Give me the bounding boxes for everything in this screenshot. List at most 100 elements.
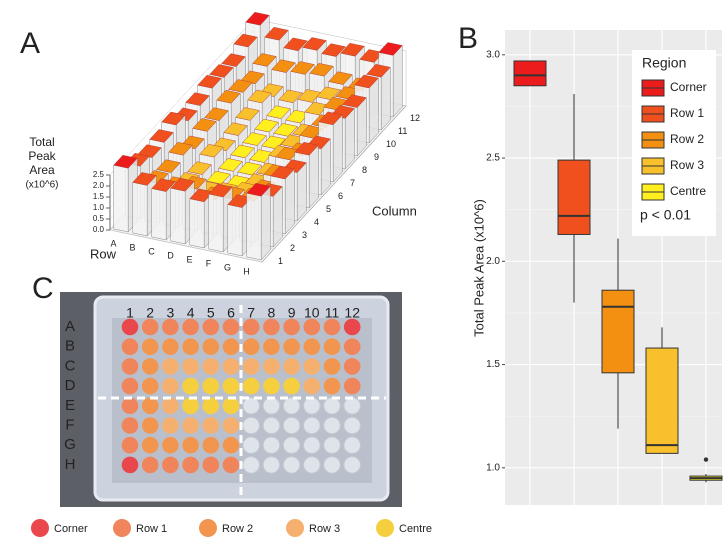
row-label: H bbox=[65, 456, 76, 473]
bar-top bbox=[340, 43, 365, 57]
row-label: C bbox=[65, 357, 76, 374]
z-axis-label: (x10^6) bbox=[25, 180, 58, 191]
well bbox=[162, 456, 179, 474]
well bbox=[323, 338, 341, 356]
well bbox=[141, 358, 159, 375]
bar-top bbox=[247, 89, 272, 104]
well bbox=[202, 338, 220, 356]
well bbox=[242, 416, 260, 435]
well bbox=[323, 377, 341, 395]
legend-label: Row 1 bbox=[136, 523, 167, 535]
well bbox=[323, 456, 341, 474]
row-label: G bbox=[64, 436, 76, 453]
bar-top bbox=[354, 74, 379, 89]
bar-face bbox=[189, 198, 205, 249]
panel-b: 1.0 1.5 2.0 2.5 3.0 Total Peak Area (x10^6) Re… bbox=[471, 30, 723, 505]
well bbox=[303, 456, 321, 474]
legend-key bbox=[31, 519, 49, 537]
legend-title: Region bbox=[642, 55, 686, 71]
z-tick-label: 1.0 bbox=[93, 203, 105, 212]
bar-top bbox=[199, 144, 224, 158]
row-label: D bbox=[167, 250, 174, 260]
bar-top bbox=[221, 53, 246, 67]
column-label: 3 bbox=[302, 230, 307, 240]
legend-label: Corner bbox=[54, 523, 88, 535]
bar-top bbox=[235, 107, 260, 121]
column-label: 1 bbox=[278, 256, 283, 266]
bar-face bbox=[332, 114, 343, 183]
row-label: E bbox=[65, 397, 75, 414]
well bbox=[303, 338, 321, 356]
well bbox=[162, 318, 179, 336]
well bbox=[182, 318, 199, 336]
row-label: B bbox=[65, 338, 75, 355]
legend-key bbox=[199, 519, 217, 537]
bar-top bbox=[378, 42, 403, 56]
bar-top bbox=[170, 178, 195, 192]
well bbox=[141, 436, 159, 454]
well bbox=[303, 416, 321, 435]
well bbox=[262, 436, 281, 455]
box bbox=[601, 289, 635, 374]
bar-top bbox=[245, 12, 270, 26]
well bbox=[263, 318, 280, 336]
well bbox=[162, 358, 179, 375]
column-label: 2 bbox=[146, 305, 154, 321]
well bbox=[303, 358, 321, 375]
bar-face bbox=[272, 185, 283, 248]
well bbox=[222, 417, 240, 434]
column-label: 8 bbox=[268, 305, 276, 321]
row-label: G bbox=[224, 262, 231, 272]
bar-top bbox=[168, 142, 193, 156]
well bbox=[222, 456, 240, 474]
well bbox=[343, 436, 362, 455]
row-label: H bbox=[243, 266, 250, 276]
bar-face bbox=[284, 168, 295, 235]
well bbox=[323, 318, 341, 336]
well bbox=[182, 377, 199, 395]
well bbox=[182, 358, 199, 375]
column-axis-title: Column bbox=[372, 203, 417, 218]
column-label: 1 bbox=[126, 305, 134, 321]
box bbox=[513, 60, 547, 87]
well bbox=[141, 417, 159, 434]
well bbox=[121, 456, 139, 474]
column-label: 7 bbox=[247, 305, 255, 321]
well bbox=[121, 397, 139, 415]
bar-top bbox=[208, 183, 233, 198]
well bbox=[262, 416, 281, 435]
bar-face bbox=[151, 188, 167, 241]
well bbox=[182, 397, 199, 415]
well bbox=[242, 456, 260, 474]
column-label: 4 bbox=[314, 217, 319, 227]
row-axis-title: Row bbox=[90, 246, 117, 261]
y-tick-label: 2.5 bbox=[486, 153, 500, 164]
row-label: D bbox=[65, 377, 76, 394]
bar-top bbox=[228, 79, 253, 93]
well bbox=[141, 377, 159, 395]
legend-key bbox=[376, 519, 394, 537]
well bbox=[162, 377, 179, 395]
y-tick-label: 3.0 bbox=[486, 49, 500, 60]
z-tick-label: 0.0 bbox=[93, 225, 105, 234]
legend-label: Row 2 bbox=[222, 523, 253, 535]
outlier bbox=[703, 457, 709, 462]
bar-top bbox=[197, 75, 222, 89]
well bbox=[343, 397, 362, 415]
well bbox=[283, 338, 300, 356]
well bbox=[343, 318, 361, 336]
bar-face bbox=[227, 204, 243, 257]
well bbox=[323, 397, 341, 415]
bar-face bbox=[170, 187, 186, 245]
column-label: 6 bbox=[227, 305, 235, 321]
y-tick-label: 1.0 bbox=[486, 462, 500, 473]
well bbox=[202, 397, 220, 415]
panel-label: C bbox=[32, 272, 54, 305]
bar-top bbox=[254, 118, 279, 133]
panel-label: A bbox=[20, 27, 40, 60]
well bbox=[242, 436, 260, 455]
well bbox=[222, 397, 240, 415]
well bbox=[343, 358, 361, 375]
